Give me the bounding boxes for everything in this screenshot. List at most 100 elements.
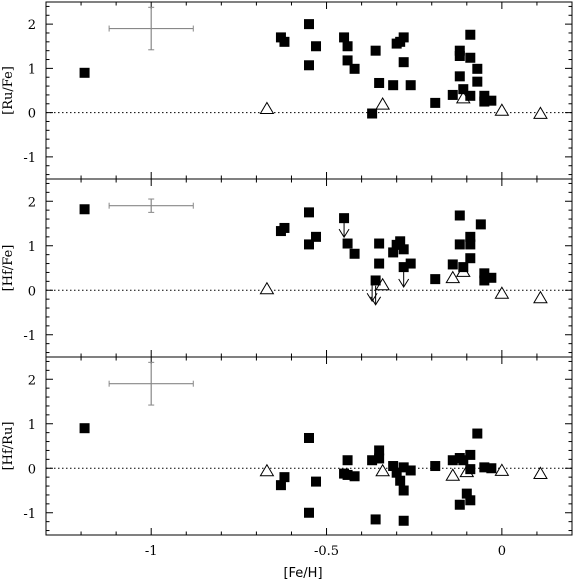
open-triangle-point (445, 468, 461, 481)
filled-square-point (458, 455, 469, 466)
filled-square-point (374, 445, 385, 456)
error-bar (108, 361, 194, 406)
open-triangle-point (445, 270, 461, 284)
upper-limit-arrow (370, 285, 382, 306)
filled-square-point (395, 475, 406, 486)
filled-square-point (311, 41, 322, 52)
filled-square-point (465, 449, 476, 460)
arrow-head (338, 228, 350, 239)
open-triangle-point (494, 286, 510, 299)
y-tick-label: -1 (23, 507, 36, 522)
filled-square-point (454, 45, 465, 56)
filled-square-point (367, 455, 378, 466)
filled-square-point (465, 90, 476, 101)
filled-square-point (405, 258, 416, 269)
filled-square-point (479, 462, 490, 473)
filled-square-point (398, 57, 409, 68)
y-tick-label: 0 (28, 462, 36, 477)
filled-square-point (279, 222, 290, 233)
filled-square-point (342, 41, 353, 52)
filled-square-point (447, 455, 458, 466)
x-tick-label: -1 (145, 544, 158, 559)
filled-square-point (430, 461, 441, 472)
filled-square-point (370, 45, 381, 56)
filled-square-point (304, 19, 314, 30)
open-triangle-point (494, 103, 510, 116)
open-triangle-point (375, 463, 391, 477)
y-axis-label: [Ru/Fe] (1, 66, 16, 115)
filled-square-point (349, 471, 360, 482)
error-bar (108, 198, 194, 213)
filled-square-point (349, 248, 360, 259)
filled-square-point (479, 96, 490, 107)
filled-square-point (342, 55, 353, 66)
filled-square-point (454, 499, 465, 510)
filled-square-point (458, 84, 469, 95)
filled-square-point (398, 32, 409, 43)
filled-square-point (339, 32, 350, 43)
filled-square-point (405, 80, 416, 91)
panel-3: 2 1 0 -1 [Hf/Ru] (1, 356, 573, 536)
y-tick-label: 1 (28, 418, 36, 433)
filled-square-point (388, 80, 399, 91)
filled-square-point (458, 262, 469, 273)
filled-square-point (388, 461, 399, 472)
filled-square-point (304, 239, 314, 250)
filled-square-point (370, 514, 381, 525)
filled-square-point (405, 465, 416, 476)
filled-square-point (304, 507, 314, 518)
open-triangle-point (259, 101, 275, 115)
filled-square-point (465, 464, 476, 475)
filled-square-point (472, 428, 483, 439)
filled-square-point (475, 219, 486, 230)
filled-square-point (430, 274, 441, 285)
filled-square-point (79, 204, 90, 215)
filled-square-point (398, 462, 409, 473)
filled-square-point (454, 210, 465, 221)
filled-square-point (79, 423, 90, 434)
filled-square-point (342, 469, 353, 480)
filled-square-point (465, 231, 476, 242)
filled-square-point (479, 90, 490, 101)
filled-square-point (275, 480, 286, 491)
filled-square-point (398, 244, 409, 255)
filled-square-point (374, 258, 385, 269)
filled-square-point (454, 50, 465, 61)
filled-square-point (398, 262, 409, 273)
y-tick-label: -1 (23, 151, 36, 166)
filled-square-point (374, 77, 385, 88)
y-tick-label: 0 (28, 107, 36, 122)
arrow-head (370, 296, 382, 306)
filled-square-point (374, 238, 385, 249)
filled-square-point (447, 259, 458, 270)
filled-square-point (486, 272, 497, 283)
open-triangle-point (533, 106, 548, 119)
filled-square-point (279, 472, 290, 483)
x-tick-label: 0 (498, 544, 506, 559)
open-triangle-point (375, 97, 391, 110)
filled-square-point (342, 455, 353, 466)
error-bar (108, 6, 194, 51)
filled-square-point (454, 239, 465, 250)
filled-square-point (79, 67, 90, 78)
y-tick-label: 1 (28, 240, 36, 255)
filled-square-point (472, 76, 483, 87)
y-tick-label: -1 (23, 329, 36, 344)
y-axis-label: [Hf/Fe] (1, 245, 16, 292)
arrow-head (398, 278, 410, 288)
filled-square-point (430, 97, 441, 108)
filled-square-point (391, 467, 402, 478)
x-tick-label: -0.5 (314, 544, 339, 559)
filled-square-point (479, 275, 490, 286)
filled-square-point (374, 453, 385, 464)
filled-square-point (395, 236, 406, 247)
filled-square-point (339, 213, 350, 224)
filled-square-point (311, 231, 322, 242)
y-tick-label: 2 (28, 18, 36, 33)
filled-square-point (304, 432, 314, 443)
filled-square-point (465, 495, 476, 506)
filled-square-point (304, 207, 314, 218)
filled-square-point (370, 275, 381, 286)
y-tick-label: 2 (28, 195, 36, 210)
filled-square-point (398, 515, 409, 526)
